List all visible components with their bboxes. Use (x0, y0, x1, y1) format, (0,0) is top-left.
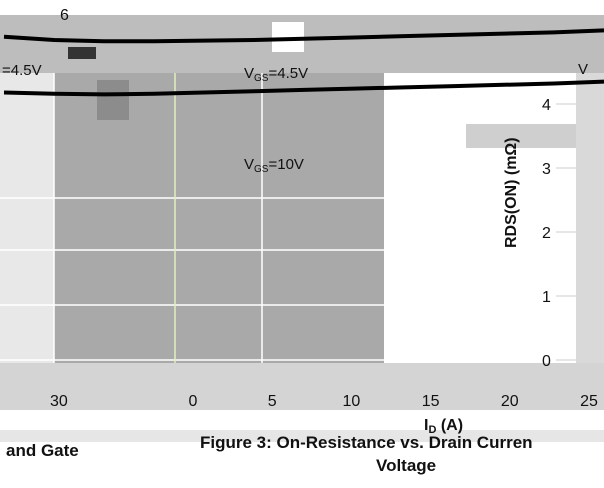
y-tick-label-3: 3 (542, 161, 551, 178)
left-vgs45-label: =4.5V (2, 62, 42, 79)
x-tick-group: 0 5 10 15 20 25 (189, 393, 598, 410)
vgs45-label-value: =4.5V (268, 65, 308, 82)
curve-group (3, 28, 604, 97)
y-axis-label-text: RDS(ON) (mΩ) (503, 137, 520, 248)
figure-caption-line1: Figure 3: On-Resistance vs. Drain Curren (200, 433, 533, 452)
x-tick-label-25: 25 (580, 393, 598, 410)
y-tick-label-2: 2 (542, 225, 551, 242)
y-tick-label-1: 1 (542, 289, 551, 306)
left-caption: and Gate (6, 441, 79, 460)
y-tick-group: 0 1 2 3 4 (542, 97, 576, 370)
x-tick-label-20: 20 (501, 393, 519, 410)
figure-caption-line2: Voltage (376, 456, 437, 475)
y-tick-label-0: 0 (542, 353, 551, 370)
background-panels (0, 15, 604, 488)
x-tick-label-5: 5 (268, 393, 277, 410)
x-axis-label-unit: (A) (436, 417, 463, 434)
vgs45-label: VGS=4.5V (244, 65, 308, 84)
vgs10-label-value: =10V (268, 156, 303, 173)
vgs45-label-sub: GS (254, 73, 269, 84)
vgs10-label: VGS=10V (244, 156, 304, 175)
y-tick-label-4: 4 (542, 97, 551, 114)
y-axis-label: RDS(ON) (mΩ) (503, 137, 520, 248)
x-tick-label-0: 0 (189, 393, 198, 410)
left-partial-gridlines (0, 73, 384, 363)
right-edge-label: V (578, 61, 588, 78)
x-tick-label-15: 15 (422, 393, 440, 410)
x-tick-label-10: 10 (343, 393, 361, 410)
x-axis-label-sub: D (428, 424, 436, 436)
figure-top-label: 6 (60, 7, 69, 24)
vgs10-label-sub: GS (254, 164, 269, 175)
series-line-1 (3, 28, 604, 44)
series-line-2 (3, 79, 604, 97)
left-x-tick-30: 30 (50, 393, 68, 410)
